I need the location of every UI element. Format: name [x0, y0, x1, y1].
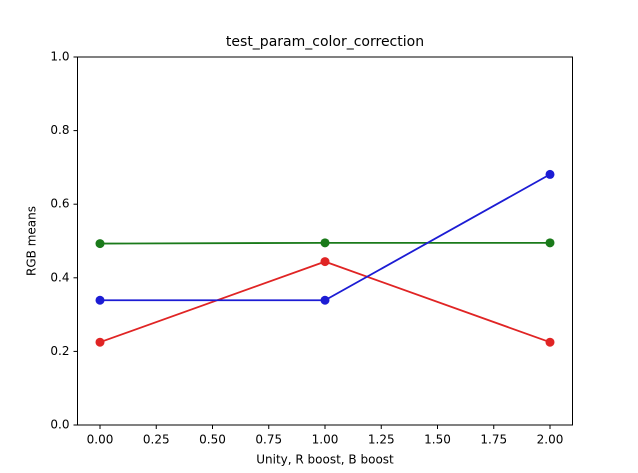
x-tick-label: 0.00	[87, 433, 114, 447]
x-tick-label: 0.50	[199, 433, 226, 447]
series-line	[100, 173, 551, 302]
point	[320, 257, 330, 267]
x-tick-label: 0.75	[255, 433, 282, 447]
point	[320, 295, 330, 305]
point	[95, 295, 105, 305]
y-tick-label: 0.8	[50, 123, 69, 137]
x-tick-label: 0.25	[143, 433, 170, 447]
y-axis-label: RGB means	[25, 206, 39, 276]
x-tick-label: 1.00	[312, 433, 339, 447]
point	[95, 239, 105, 249]
point	[95, 337, 105, 347]
x-tick-label: 2.00	[537, 433, 564, 447]
x-axis-label: Unity, R boost, B boost	[256, 453, 394, 467]
y-tick-label: 0.4	[50, 270, 69, 284]
point	[545, 169, 555, 179]
chart-title: test_param_color_correction	[226, 34, 424, 50]
y-tick-label: 1.0	[50, 50, 69, 64]
x-tick-label: 1.25	[368, 433, 395, 447]
point	[320, 238, 330, 248]
y-tick-label: 0.0	[50, 418, 69, 432]
y-tick-label: 0.2	[50, 344, 69, 358]
y-tick-label: 0.6	[50, 197, 69, 211]
point	[545, 337, 555, 347]
x-tick-label: 1.50	[424, 433, 451, 447]
x-tick-label: 1.75	[480, 433, 507, 447]
point	[545, 238, 555, 248]
